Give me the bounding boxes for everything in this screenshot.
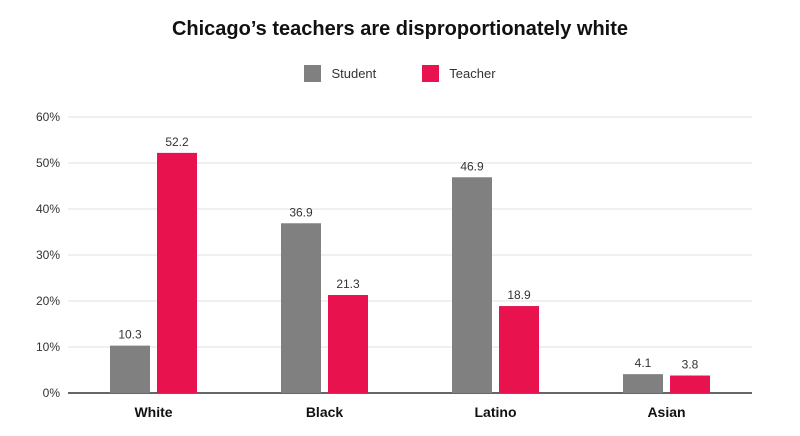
legend-item-teacher: Teacher	[422, 65, 496, 82]
y-tick-label: 30%	[36, 248, 60, 262]
x-category-label: Black	[306, 404, 344, 420]
legend-swatch-teacher	[422, 65, 440, 82]
bar-teacher-asian	[670, 375, 710, 393]
data-label: 4.1	[635, 356, 652, 370]
bar-teacher-black	[328, 295, 368, 393]
bar-student-black	[281, 223, 321, 393]
bar-student-asian	[623, 374, 663, 393]
bar-student-latino	[452, 177, 492, 393]
y-tick-label: 20%	[36, 294, 60, 308]
data-label: 52.2	[165, 135, 189, 149]
y-tick-label: 0%	[43, 386, 61, 400]
data-label: 46.9	[460, 159, 484, 173]
legend-item-student: Student	[304, 65, 376, 82]
y-tick-label: 10%	[36, 340, 60, 354]
data-label: 21.3	[336, 277, 360, 291]
legend-label-teacher: Teacher	[449, 66, 496, 81]
chart-title: Chicago’s teachers are disproportionatel…	[171, 18, 629, 40]
legend-label-student: Student	[331, 66, 377, 81]
y-tick-label: 50%	[36, 156, 60, 170]
data-label: 10.3	[118, 328, 142, 342]
data-label: 3.8	[682, 358, 699, 372]
legend: Student Teacher	[0, 65, 800, 82]
data-label: 18.9	[507, 288, 531, 302]
bar-student-white	[110, 345, 150, 393]
x-category-label: White	[134, 404, 172, 420]
x-category-label: Asian	[647, 404, 685, 420]
data-label: 36.9	[289, 205, 313, 219]
bar-teacher-latino	[499, 306, 539, 393]
bar-teacher-white	[157, 152, 197, 393]
y-tick-label: 40%	[36, 202, 60, 216]
x-category-label: Latino	[475, 404, 517, 420]
legend-swatch-student	[304, 65, 322, 82]
y-tick-label: 60%	[36, 110, 60, 124]
